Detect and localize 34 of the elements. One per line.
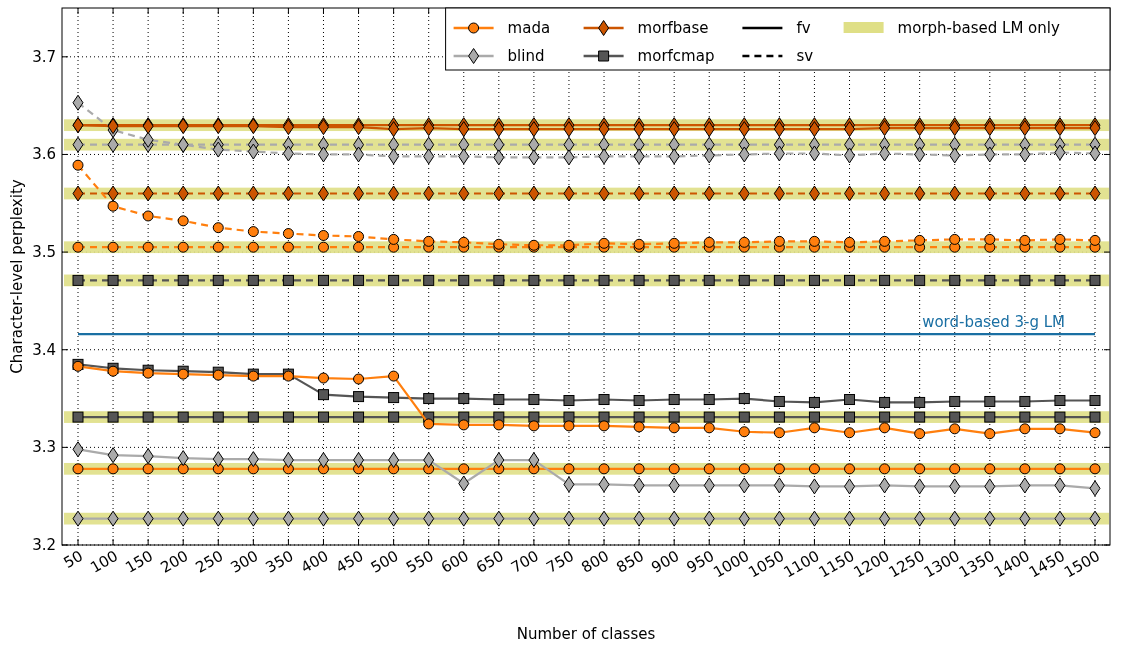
y-tick-label: 3.5 (32, 243, 56, 262)
y-tick-label: 3.6 (32, 145, 56, 164)
x-tick-label: 700 (508, 546, 542, 577)
legend-label: fv (796, 19, 811, 37)
x-tick-label: 200 (157, 546, 192, 577)
x-tick-label: 850 (613, 546, 648, 577)
y-tick-label: 3.3 (32, 438, 56, 457)
x-tick-label: 400 (297, 546, 332, 577)
legend-label: morfbase (637, 19, 709, 37)
legend-label: morfcmap (637, 47, 715, 65)
x-tick-label: 650 (473, 546, 507, 577)
x-tick-label: 350 (262, 546, 297, 577)
y-tick-label: 3.7 (32, 47, 56, 66)
legend-label: sv (796, 47, 814, 65)
x-tick-label: 50 (60, 546, 86, 573)
x-tick-label: 600 (437, 546, 472, 577)
x-axis-title: Number of classes (516, 625, 656, 643)
x-tick-label: 100 (87, 546, 122, 577)
x-tick-label: 900 (648, 546, 683, 577)
legend-label: morph-based LM only (897, 19, 1060, 37)
y-axis-title: Character-level perplexity (8, 179, 26, 374)
legend-label: mada (507, 19, 551, 37)
x-tick-label: 500 (367, 546, 402, 577)
x-tick-label: 750 (543, 546, 577, 577)
x-tick-label: 550 (402, 546, 437, 577)
x-tick-label: 150 (122, 546, 157, 577)
x-tick-label: 250 (192, 546, 227, 577)
ref-line-label: word-based 3-g LM (922, 313, 1065, 332)
y-tick-label: 3.2 (32, 536, 56, 554)
x-tick-label: 800 (578, 546, 613, 577)
legend-label: blind (507, 47, 545, 65)
x-tick-label: 450 (332, 546, 367, 577)
x-tick-label: 300 (227, 546, 262, 577)
y-tick-label: 3.4 (32, 340, 56, 359)
